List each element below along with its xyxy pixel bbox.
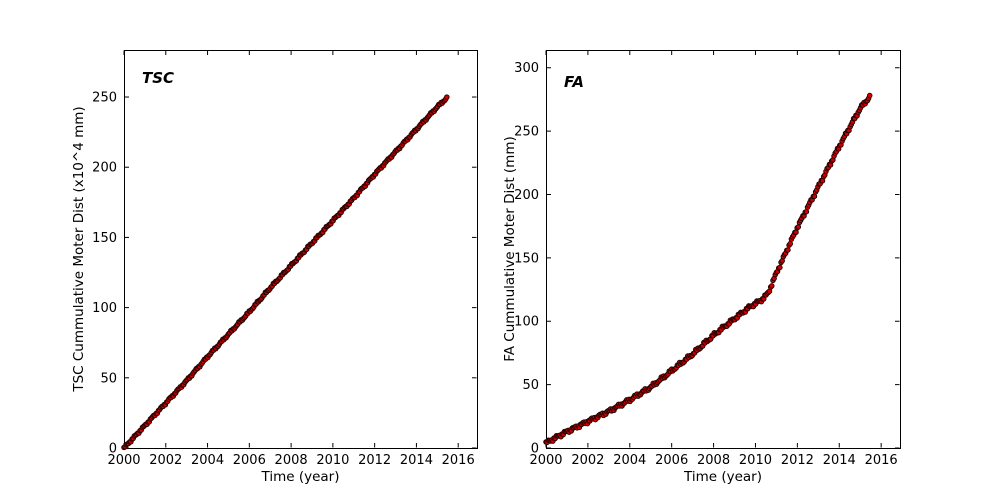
x-tick-label: 2016 bbox=[442, 453, 475, 468]
x-tick-label: 2016 bbox=[865, 453, 898, 468]
tsc-y-ticks: 0 50 100 150 200 250 bbox=[92, 91, 477, 457]
y-tick-label: 50 bbox=[522, 378, 539, 393]
y-tick-label: 100 bbox=[92, 301, 117, 316]
fa-axes-frame bbox=[546, 50, 901, 449]
x-tick-label: 2002 bbox=[149, 453, 182, 468]
x-axis-label-fa: Time (year) bbox=[684, 469, 762, 485]
data-point bbox=[803, 208, 810, 215]
y-tick-label: 200 bbox=[514, 188, 539, 203]
x-tick-label: 2014 bbox=[400, 453, 433, 468]
tsc-data-series bbox=[121, 94, 450, 451]
data-point bbox=[444, 94, 450, 100]
y-tick-label: 150 bbox=[92, 231, 117, 246]
y-axis-label-tsc: TSC Cummulative Moter Dist (x10^4 mm) bbox=[71, 106, 87, 392]
fa-x-ticks: 2000 2002 2004 2006 2008 2010 2012 2014 2016 bbox=[529, 50, 898, 468]
x-tick-label: 2008 bbox=[697, 453, 730, 468]
y-tick-label: 250 bbox=[514, 125, 539, 140]
data-point bbox=[811, 193, 818, 200]
x-tick-label: 2010 bbox=[739, 453, 772, 468]
x-tick-label: 2004 bbox=[613, 453, 646, 468]
y-tick-label: 200 bbox=[92, 161, 117, 176]
x-tick-label: 2006 bbox=[655, 453, 688, 468]
data-point bbox=[785, 247, 791, 253]
plot-title-tsc: TSC bbox=[142, 69, 175, 87]
x-tick-label: 2000 bbox=[529, 453, 562, 468]
tsc-x-ticks: 2000 2002 2004 2006 2008 2010 2012 2014 2016 bbox=[107, 50, 475, 468]
x-axis-label-tsc: Time (year) bbox=[261, 469, 340, 485]
y-tick-label: 300 bbox=[514, 61, 539, 76]
data-point bbox=[793, 229, 799, 236]
data-point bbox=[787, 240, 793, 247]
y-tick-label: 50 bbox=[100, 371, 117, 386]
y-tick-label: 100 bbox=[514, 315, 539, 330]
y-tick-label: 250 bbox=[92, 91, 117, 106]
data-point bbox=[777, 264, 783, 271]
data-point bbox=[795, 224, 802, 230]
x-tick-label: 2006 bbox=[233, 453, 266, 468]
plot-title-fa: FA bbox=[564, 73, 584, 91]
x-tick-label: 2008 bbox=[275, 453, 308, 468]
x-tick-label: 2012 bbox=[358, 453, 391, 468]
y-tick-label: 150 bbox=[514, 251, 539, 266]
x-tick-label: 2012 bbox=[781, 453, 814, 468]
fa-axes: 2000 2002 2004 2006 2008 2010 2012 2014 2016 0 50 1… bbox=[514, 50, 901, 468]
y-axis-label-fa: FA Cummulative Moter Dist (mm) bbox=[502, 136, 518, 362]
fa-data-series bbox=[543, 92, 873, 446]
y-tick-label: 0 bbox=[109, 442, 117, 457]
tsc-axes: 2000 2002 2004 2006 2008 2010 2012 2014 2016 0 50 1… bbox=[92, 50, 478, 468]
fa-y-ticks: 0 50 100 150 200 250 300 bbox=[514, 61, 900, 457]
x-tick-label: 2014 bbox=[823, 453, 856, 468]
x-tick-label: 2002 bbox=[571, 453, 604, 468]
y-tick-label: 0 bbox=[531, 442, 539, 457]
x-tick-label: 2004 bbox=[191, 453, 224, 468]
data-point bbox=[866, 92, 873, 99]
x-tick-label: 2010 bbox=[316, 453, 349, 468]
x-tick-label: 2000 bbox=[107, 453, 140, 468]
tsc-axes-frame bbox=[124, 50, 478, 449]
data-point bbox=[769, 283, 775, 289]
